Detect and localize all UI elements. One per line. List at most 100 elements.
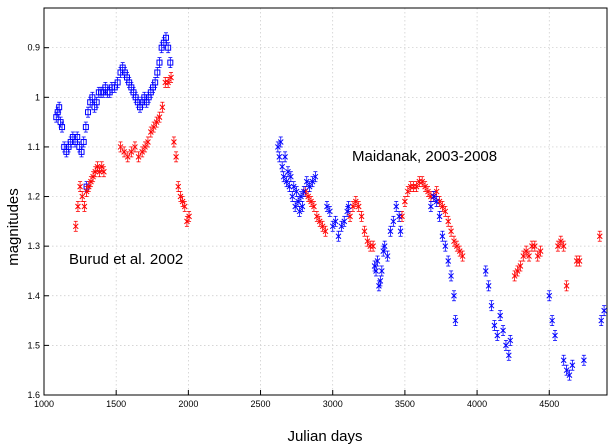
data-point	[390, 215, 397, 227]
data-point	[560, 240, 567, 252]
y-tick-label: 1.3	[27, 241, 40, 251]
data-point	[296, 206, 303, 217]
axis-ticks: 1000 1500 2000 2500 3000 3500 4000 4500 0.9 1 1.1 1…	[27, 43, 559, 409]
data-point	[153, 116, 160, 128]
data-point	[81, 201, 88, 212]
data-point	[82, 121, 89, 133]
data-point	[500, 325, 506, 336]
data-point	[352, 196, 359, 207]
data-point	[72, 220, 79, 232]
data-point	[101, 166, 107, 178]
data-point	[361, 225, 368, 237]
data-point	[448, 225, 454, 237]
x-tick-label: 4000	[467, 399, 487, 409]
data-point	[283, 176, 290, 188]
data-point	[162, 32, 169, 44]
data-point	[96, 166, 103, 178]
data-point	[75, 201, 81, 212]
data-point	[316, 215, 323, 227]
data-point	[114, 77, 121, 88]
data-point	[399, 210, 405, 222]
data-point	[430, 191, 437, 202]
data-point	[378, 265, 385, 277]
data-point	[154, 67, 161, 78]
data-point	[549, 315, 555, 326]
data-point	[404, 186, 411, 197]
data-point	[305, 191, 312, 202]
data-point	[313, 210, 320, 222]
data-points	[53, 32, 607, 381]
data-point	[402, 196, 408, 207]
data-point	[456, 245, 463, 257]
data-point	[332, 215, 339, 227]
data-point	[156, 57, 163, 68]
data-point	[324, 201, 330, 212]
y-tick-label: 1.1	[27, 142, 40, 152]
data-point	[384, 250, 391, 262]
data-point	[452, 315, 459, 326]
x-axis-label: Julian days	[287, 428, 362, 445]
annotation-burud: Burud et al. 2002	[69, 251, 183, 268]
data-point	[546, 290, 553, 302]
data-point	[520, 250, 527, 262]
data-point	[309, 176, 316, 188]
y-tick-label: 1.4	[27, 291, 40, 301]
data-point	[145, 136, 151, 148]
data-point	[124, 151, 131, 163]
data-point	[451, 290, 457, 302]
data-point	[88, 176, 94, 188]
data-point	[505, 349, 512, 361]
data-point	[338, 220, 345, 232]
data-point	[295, 196, 301, 207]
data-point	[77, 181, 83, 193]
data-point	[529, 240, 535, 252]
data-point	[387, 225, 394, 237]
data-point	[306, 181, 313, 193]
data-point	[573, 255, 580, 267]
data-point	[442, 206, 449, 217]
data-point	[275, 141, 281, 153]
data-point	[165, 42, 172, 54]
data-point	[396, 210, 402, 222]
data-point	[300, 186, 307, 197]
data-point	[276, 151, 283, 163]
data-point	[523, 245, 530, 257]
data-point	[186, 210, 192, 222]
data-point	[175, 181, 182, 193]
data-point	[448, 270, 454, 282]
data-point	[121, 146, 127, 158]
data-point	[171, 136, 177, 148]
data-point	[277, 136, 284, 148]
data-point	[381, 240, 388, 252]
data-point	[557, 235, 564, 247]
data-point	[167, 57, 174, 68]
data-point	[159, 101, 166, 113]
data-point	[128, 146, 135, 158]
data-point	[555, 240, 561, 252]
data-point	[563, 280, 570, 292]
data-point	[393, 201, 400, 212]
data-point	[563, 364, 570, 376]
data-point	[581, 354, 587, 366]
x-tick-label: 2500	[251, 399, 271, 409]
data-point	[165, 77, 172, 88]
data-point	[90, 171, 96, 183]
data-point	[364, 235, 371, 247]
data-point	[173, 151, 179, 163]
data-point	[308, 196, 314, 207]
data-point	[374, 255, 381, 267]
y-tick-label: 0.9	[27, 43, 40, 53]
data-point	[503, 339, 509, 351]
data-point	[345, 201, 352, 212]
data-point	[85, 106, 92, 118]
data-point	[312, 171, 319, 183]
data-point	[419, 176, 426, 188]
data-point	[514, 265, 521, 277]
data-point	[135, 151, 142, 163]
data-point	[181, 201, 188, 212]
data-point	[117, 141, 124, 153]
data-point	[511, 270, 518, 282]
data-point	[560, 354, 567, 366]
data-point	[552, 330, 558, 341]
